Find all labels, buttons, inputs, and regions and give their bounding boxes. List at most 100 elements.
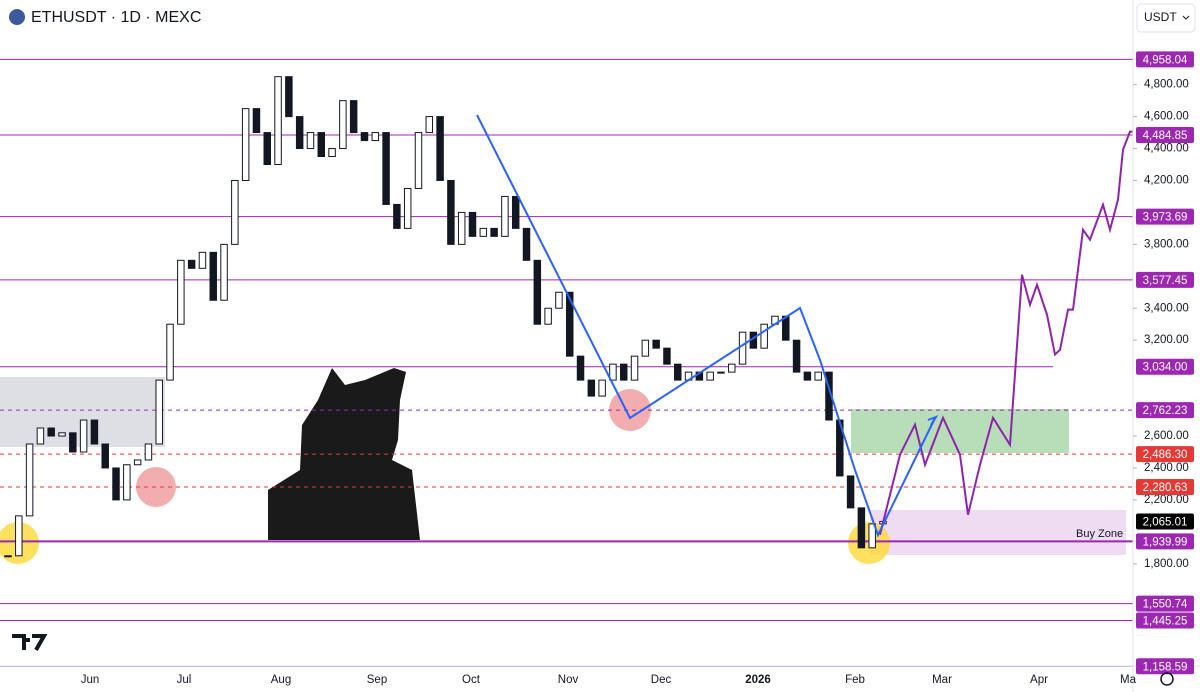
candle — [414, 132, 423, 189]
candle — [36, 427, 45, 445]
x-tick-label: Jun — [81, 674, 100, 686]
y-tick-label: 4,200.00 — [1144, 175, 1189, 187]
candle — [133, 459, 142, 466]
candle — [792, 339, 801, 373]
candle — [760, 323, 768, 349]
candle — [522, 227, 531, 261]
buy-zone-box — [870, 510, 1126, 555]
dropdown-icon[interactable] — [1182, 15, 1190, 20]
candle — [209, 251, 217, 301]
candle — [738, 331, 747, 365]
candle — [101, 443, 109, 469]
y-tick-label: 3,400.00 — [1144, 302, 1189, 314]
price-label-box — [1136, 658, 1194, 675]
candle — [609, 363, 617, 381]
price-label: 1,550.74 — [1143, 599, 1188, 611]
price-label: 2,280.63 — [1143, 482, 1188, 494]
candle — [295, 116, 304, 150]
y-tick-label: 2,400.00 — [1144, 462, 1189, 474]
candle — [576, 355, 585, 381]
price-label: 3,577.45 — [1143, 275, 1188, 287]
candle — [511, 195, 520, 229]
projection-line — [879, 130, 1133, 535]
candle — [403, 187, 412, 229]
candle — [241, 108, 250, 181]
target-box — [851, 409, 1069, 453]
candle — [544, 307, 552, 325]
candle — [263, 132, 272, 166]
candle — [663, 347, 671, 365]
candle — [371, 132, 380, 142]
candle — [555, 291, 563, 309]
x-tick-label: Feb — [845, 674, 865, 686]
candle — [58, 432, 66, 437]
candle — [15, 515, 23, 557]
currency-button[interactable] — [1136, 3, 1196, 33]
candle — [728, 363, 736, 373]
y-tick-label: 4,600.00 — [1144, 111, 1189, 123]
price-label: 3,034.00 — [1143, 362, 1188, 374]
candle — [425, 116, 434, 134]
price-label: 4,958.04 — [1143, 54, 1188, 66]
candle — [69, 432, 77, 453]
candle — [490, 227, 498, 237]
candle — [447, 179, 455, 245]
candle — [79, 419, 88, 453]
x-tick-label: 2026 — [745, 674, 771, 686]
price-label: 1,158.59 — [1143, 661, 1188, 673]
candle — [123, 464, 131, 501]
candle — [652, 339, 660, 349]
y-tick-label: 1,800.00 — [1144, 558, 1189, 570]
candle — [349, 100, 358, 134]
price-label: 2,065.01 — [1143, 516, 1188, 528]
candle — [317, 132, 326, 158]
symbol-title: ETHUSDT · 1D · MEXC — [31, 9, 201, 26]
x-tick-label: Jul — [177, 674, 192, 686]
candle — [187, 259, 196, 269]
y-tick-label: 4,400.00 — [1144, 143, 1189, 155]
x-tick-label: Ma — [1120, 674, 1137, 686]
price-label-box — [1136, 612, 1194, 629]
candle — [198, 251, 207, 269]
candle — [220, 243, 228, 301]
candle — [285, 76, 293, 118]
candle — [717, 371, 725, 374]
x-tick-label: Nov — [558, 674, 579, 686]
price-label-box — [1136, 358, 1194, 375]
price-label-box — [1136, 513, 1194, 530]
candle — [457, 211, 466, 245]
candle — [587, 379, 596, 397]
currency-label[interactable]: USDT — [1144, 10, 1177, 24]
candle — [382, 132, 390, 205]
settings-icon[interactable] — [1160, 672, 1174, 686]
candle — [501, 195, 509, 237]
candle — [468, 211, 477, 237]
candle — [565, 291, 574, 357]
candle — [620, 363, 628, 381]
candle — [868, 523, 876, 549]
y-tick-label: 2,200.00 — [1144, 494, 1189, 506]
price-label: 4,484.85 — [1143, 130, 1188, 142]
candle — [177, 259, 185, 325]
candle — [479, 227, 488, 237]
candle — [339, 100, 347, 150]
candle — [674, 363, 682, 381]
price-label-box — [1136, 208, 1194, 225]
candle — [803, 371, 812, 381]
x-tick-label: Aug — [271, 674, 291, 686]
buy-zone-label: Buy Zone — [1076, 528, 1123, 540]
price-label-box — [1136, 271, 1194, 288]
candle — [112, 467, 120, 501]
symbol-icon — [9, 9, 25, 25]
price-label-box — [1136, 479, 1194, 496]
price-label-box — [1136, 595, 1194, 612]
candle — [47, 427, 55, 437]
candle — [533, 259, 542, 325]
candle — [25, 443, 34, 517]
price-label-box — [1136, 126, 1194, 143]
candle — [814, 371, 822, 381]
x-tick-label: Mar — [932, 674, 952, 686]
y-tick-label: 2,600.00 — [1144, 430, 1189, 442]
